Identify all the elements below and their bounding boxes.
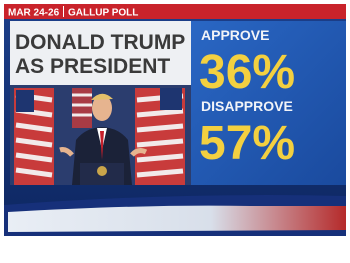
result-label: DISAPPROVE [201, 98, 293, 114]
photo [10, 85, 191, 185]
title-line: DONALD TRUMP [15, 31, 185, 54]
divider [63, 6, 64, 17]
result-value: 57% [199, 117, 295, 170]
title-line: AS PRESIDENT [15, 55, 170, 78]
result-value: 36% [199, 46, 295, 99]
result-label: APPROVE [201, 27, 269, 43]
poll-date: MAR 24-26 [8, 8, 60, 19]
poll-source: GALLUP POLL [68, 8, 138, 19]
broadcast-graphic: MAR 24-26 GALLUP POLL DONALD TRUMP AS PR… [0, 0, 350, 258]
swoosh [8, 206, 346, 232]
page: MAR 24-26 GALLUP POLL DONALD TRUMP AS PR… [0, 0, 350, 258]
